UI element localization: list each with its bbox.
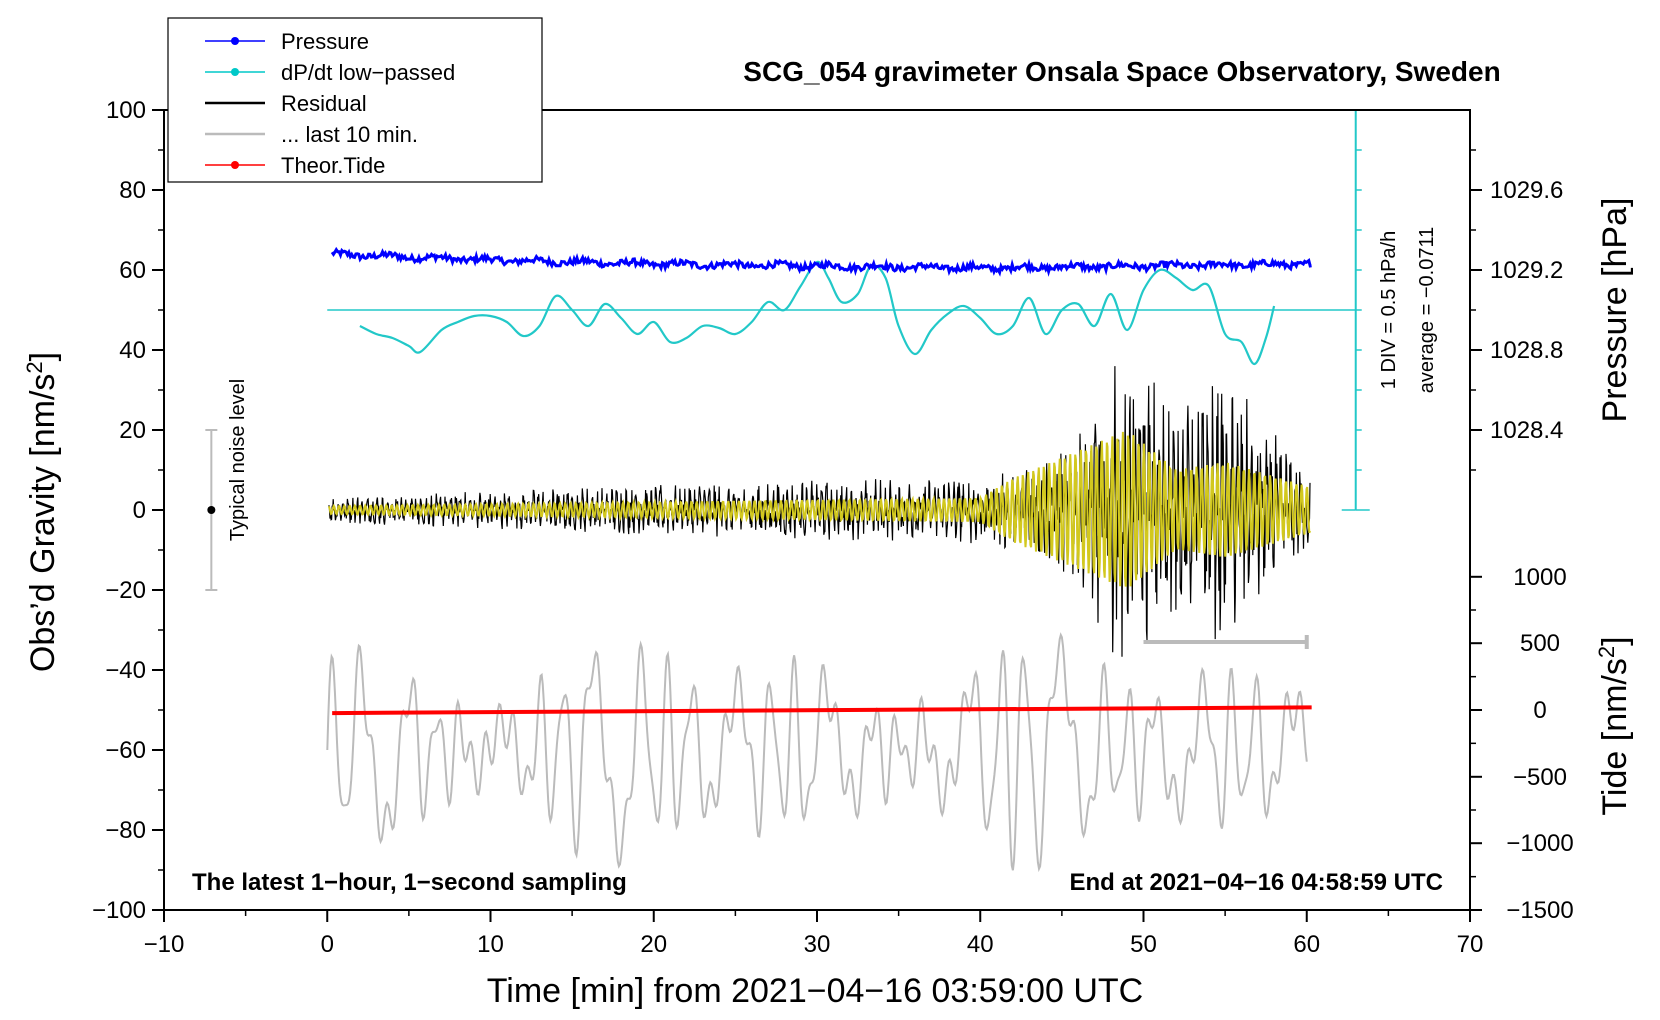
tide-layer [332, 705, 1312, 716]
legend-box [167, 17, 543, 183]
legend-label: Residual [281, 91, 367, 116]
legend-label: ... last 10 min. [281, 122, 418, 147]
x-axis: −10 0 10 20 30 40 50 60 70 [144, 910, 1484, 958]
legend-label: Theor.Tide [281, 153, 385, 178]
chart-title: SCG_054 gravimeter Onsala Space Observat… [743, 56, 1500, 87]
last-10-min-layer [326, 632, 1308, 873]
y-label-left-sup: 2 [22, 361, 47, 373]
pressure-line [330, 246, 1312, 277]
pressure-layer [330, 246, 1312, 277]
x-tick-label: 20 [640, 931, 667, 958]
tide-tick-label: −500 [1513, 764, 1567, 791]
y-tick-label: 40 [119, 337, 146, 364]
y-label-left-end: ] [24, 352, 62, 361]
y-axis-left: −100 −80 −60 −40 −20 0 20 40 60 80 100 [92, 97, 164, 924]
legend-swatch-dot [231, 68, 239, 76]
y-axis-label-left: Obs’d Gravity [nm/s2] [22, 352, 62, 672]
y-label-tide-sup: 2 [1594, 646, 1619, 658]
x-tick-label: 0 [321, 931, 334, 958]
y-label-left-main: Obs’d Gravity [nm/s [24, 374, 62, 673]
x-tick-label: 50 [1130, 931, 1157, 958]
x-tick-label: 40 [967, 931, 994, 958]
y-label-tide-main: Tide [nm/s [1596, 658, 1634, 815]
pressure-tick-label: 1029.2 [1490, 257, 1563, 284]
annotation-end-time: End at 2021−04−16 04:58:59 UTC [1069, 869, 1443, 896]
legend: Pressure dP/dt low−passed Residual ... last… [167, 17, 543, 183]
y-tick-label: −60 [105, 737, 146, 764]
tide-tick-label: 500 [1520, 630, 1560, 657]
dpdt-line [359, 260, 1276, 366]
y-axis-tide: −1500 −1000 −500 0 500 1000 [1470, 564, 1574, 924]
y-tick-label: 100 [106, 97, 146, 124]
x-tick-label: 70 [1457, 931, 1484, 958]
y-tick-label: −100 [92, 897, 146, 924]
x-tick-label: −10 [144, 931, 185, 958]
dpdt-div-label: 1 DIV = 0.5 hPa/h [1378, 231, 1400, 389]
dpdt-average-label: average = −0.0711 [1416, 227, 1438, 393]
pressure-tick-label: 1029.6 [1490, 177, 1563, 204]
legend-label: Pressure [281, 29, 369, 54]
tide-tick-label: 1000 [1513, 564, 1566, 591]
y-axis-label-tide: Tide [nm/s2] [1594, 636, 1634, 815]
tide-tick-label: −1000 [1506, 830, 1573, 857]
pressure-tick-label: 1028.8 [1490, 337, 1563, 364]
residual-layer [327, 366, 1311, 657]
legend-swatch-dot [231, 161, 239, 169]
x-tick-label: 10 [477, 931, 504, 958]
extras-layer [205, 429, 1309, 649]
legend-label: dP/dt low−passed [281, 60, 455, 85]
dpdt-layer [327, 109, 1370, 511]
y-tick-label: 60 [119, 257, 146, 284]
y-tick-label: 80 [119, 177, 146, 204]
y-tick-label: 0 [133, 497, 146, 524]
legend-swatch-dot [231, 37, 239, 45]
residual-filtered-line [327, 431, 1311, 587]
pressure-tick-label: 1028.4 [1490, 417, 1563, 444]
noise-bar-center [207, 506, 216, 514]
noise-level-label: Typical noise level [227, 379, 249, 541]
y-tick-label: −80 [105, 817, 146, 844]
y-tick-label: −40 [105, 657, 146, 684]
annotation-sampling: The latest 1−hour, 1−second sampling [192, 869, 627, 896]
tide-line [332, 705, 1312, 716]
y-tick-label: 20 [119, 417, 146, 444]
x-axis-label: Time [min] from 2021−04−16 03:59:00 UTC [487, 972, 1143, 1010]
x-tick-label: 60 [1293, 931, 1320, 958]
y-axis-pressure: 1028.4 1028.8 1029.2 1029.6 [1470, 149, 1563, 471]
tide-tick-label: −1500 [1506, 897, 1573, 924]
last-10-min-line [326, 632, 1308, 873]
y-tick-label: −20 [105, 577, 146, 604]
y-axis-label-pressure: Pressure [hPa] [1596, 198, 1634, 423]
y-label-tide-end: ] [1596, 636, 1634, 645]
x-tick-label: 30 [804, 931, 831, 958]
tide-tick-label: 0 [1533, 697, 1546, 724]
